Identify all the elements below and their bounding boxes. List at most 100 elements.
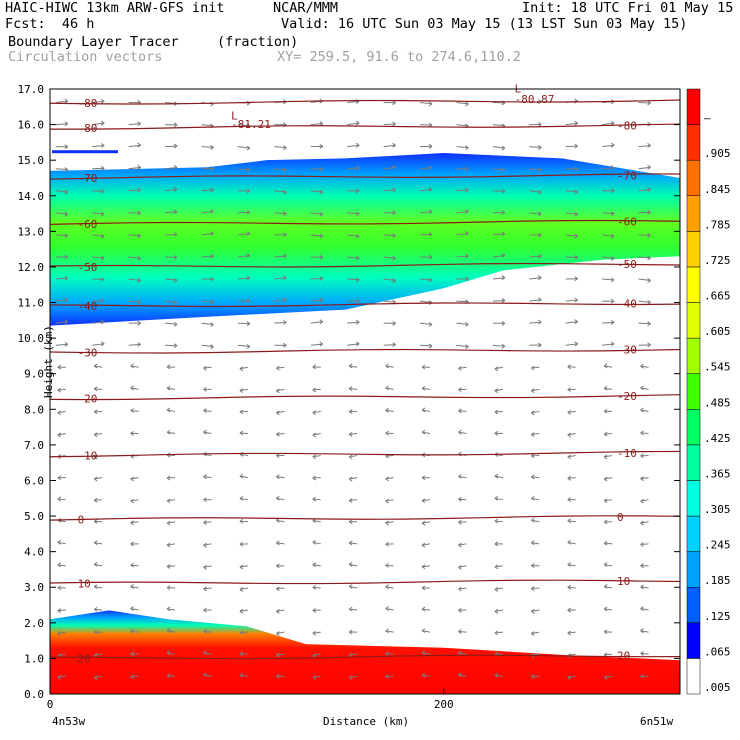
y-tick-label: 12.0 — [18, 261, 45, 274]
wind-vector-head — [239, 651, 244, 657]
wind-vector-head — [494, 473, 499, 479]
wind-vector — [640, 586, 649, 589]
wind-vector — [130, 630, 139, 633]
wind-vector — [565, 321, 578, 324]
contour-label: -30 — [78, 346, 98, 359]
wind-vector — [310, 234, 323, 237]
temperature-contour — [49, 302, 681, 308]
wind-vector — [203, 652, 212, 655]
wind-vector — [276, 366, 285, 369]
wind-vector-head — [385, 541, 389, 547]
wind-vector — [604, 564, 613, 567]
wind-vector-head — [392, 142, 396, 148]
wind-vector — [203, 521, 212, 524]
wind-vector-head — [647, 342, 651, 348]
wind-vector-head — [239, 496, 244, 501]
wind-vector — [492, 146, 505, 149]
wind-vector-head — [276, 474, 280, 480]
wind-vector-head — [57, 539, 62, 545]
wind-vector-head — [640, 628, 644, 634]
wind-vector — [602, 256, 615, 259]
wind-vector — [385, 586, 394, 589]
colorbar-label: .185 — [704, 574, 731, 587]
wind-vector — [349, 455, 358, 458]
wind-vector — [165, 322, 178, 325]
wind-vector — [531, 476, 540, 479]
wind-vector — [128, 234, 141, 237]
wind-vector-head — [348, 363, 353, 369]
wind-vector — [640, 521, 649, 524]
wind-vector — [456, 322, 469, 326]
colorbar-swatch — [686, 622, 701, 659]
wind-vector — [421, 652, 431, 655]
wind-vector — [492, 168, 505, 171]
wind-vector-head — [385, 430, 389, 436]
wind-vector-head — [93, 409, 98, 415]
wind-vector — [57, 388, 66, 391]
wind-vector — [458, 587, 467, 590]
wind-vector — [421, 608, 431, 611]
wind-vector — [492, 277, 505, 280]
wind-vector — [310, 321, 323, 324]
wind-vector-head — [64, 167, 69, 173]
wind-vector — [239, 587, 249, 590]
wind-vector-head — [428, 143, 433, 149]
wind-vector — [494, 497, 503, 501]
model-title: HAIC-HIWC 13km ARW-GFS init — [5, 0, 225, 16]
wind-vector-head — [93, 629, 98, 635]
wind-vector-head — [137, 233, 141, 239]
wind-vector-head — [239, 366, 244, 372]
wind-vector — [602, 212, 615, 215]
wind-vector-head — [166, 673, 171, 678]
wind-vector-head — [210, 253, 214, 259]
wind-vector — [347, 100, 360, 104]
wind-vector — [565, 145, 578, 148]
wind-vector-head — [538, 211, 542, 217]
wind-vector — [567, 564, 576, 567]
colorbar-label: – — [704, 112, 711, 125]
wind-vector-head — [458, 496, 462, 502]
wind-vector-head — [603, 363, 608, 369]
temperature-contour — [49, 99, 681, 105]
temperature-contour — [49, 515, 681, 521]
wind-vector-head — [246, 298, 251, 304]
wind-vector-head — [166, 407, 171, 413]
wind-vector — [165, 188, 178, 192]
wind-vector — [166, 521, 176, 524]
wind-vector-head — [574, 166, 578, 172]
wind-vector — [274, 277, 287, 280]
wind-vector-head — [494, 430, 499, 436]
wind-vector-head — [283, 145, 287, 151]
wind-vector — [419, 211, 433, 214]
colorbar-swatch — [686, 551, 701, 588]
wind-vector — [383, 234, 396, 237]
wind-vector-head — [57, 364, 62, 370]
wind-vector — [383, 300, 396, 303]
wind-vector — [602, 144, 615, 148]
wind-vector-head — [312, 539, 317, 545]
wind-vector-head — [348, 584, 353, 589]
forecast-hour: Fcst: 46 h — [5, 16, 95, 32]
wind-vector-head — [276, 631, 280, 636]
wind-vector — [383, 278, 396, 282]
colorbar-label: .605 — [704, 325, 731, 338]
wind-vector — [529, 299, 542, 302]
wind-vector-head — [421, 498, 426, 504]
wind-vector-head — [421, 364, 426, 370]
wind-vector-head — [603, 540, 608, 546]
wind-vector — [419, 322, 433, 326]
wind-vector-head — [465, 187, 469, 193]
wind-vector-head — [173, 165, 178, 170]
wind-vector — [203, 565, 212, 568]
wind-vector-head — [64, 297, 69, 303]
wind-vector-head — [494, 586, 499, 592]
contour-label: 10 — [78, 578, 91, 591]
wind-vector — [494, 609, 503, 612]
colorbar-label: .245 — [704, 539, 731, 552]
wind-vector — [128, 123, 141, 126]
wind-vector — [531, 587, 540, 590]
wind-vector-head — [246, 231, 251, 237]
wind-vector-head — [57, 562, 62, 568]
wind-vector-head — [319, 233, 324, 239]
wind-vector-head — [203, 628, 207, 634]
